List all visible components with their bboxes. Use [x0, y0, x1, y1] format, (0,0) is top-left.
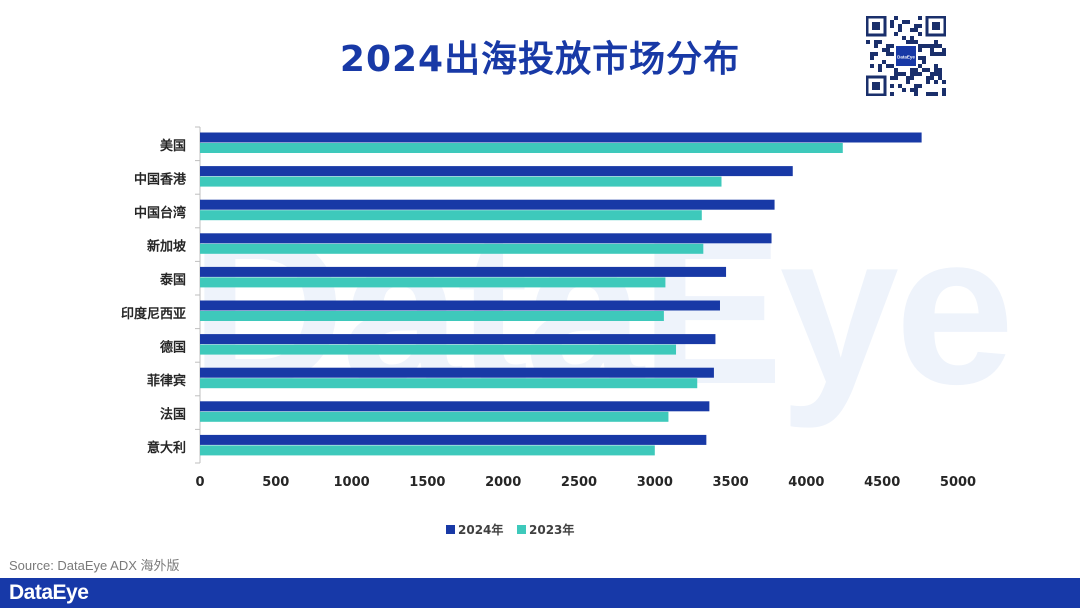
bar-series2 — [200, 411, 669, 422]
bar-series2 — [200, 311, 664, 321]
x-tick-label: 4000 — [788, 475, 824, 490]
bar-series1 — [200, 266, 727, 277]
bar-series2 — [200, 176, 722, 187]
chart-title: 2024出海投放市场分布 — [339, 39, 741, 80]
bar-series2 — [200, 277, 666, 288]
category-label: 法国 — [160, 407, 186, 423]
x-tick-label: 5000 — [940, 475, 976, 490]
x-tick-label: 3000 — [637, 475, 673, 490]
x-tick-label: 4500 — [864, 475, 900, 490]
x-tick-label: 2000 — [485, 475, 521, 490]
category-label: 中国台湾 — [134, 205, 186, 221]
x-tick-label: 500 — [262, 475, 289, 490]
source-note: Source: DataEye ADX 海外版 — [9, 558, 180, 573]
bar-series2 — [200, 378, 698, 389]
x-tick-label: 1500 — [409, 475, 445, 490]
category-label: 意大利 — [147, 440, 186, 456]
x-tick-label: 3500 — [713, 475, 749, 490]
category-label: 菲律宾 — [147, 373, 186, 389]
bar-series1 — [200, 233, 772, 244]
category-label: 德国 — [160, 339, 186, 355]
bar-series1 — [200, 434, 707, 445]
bar-series1 — [200, 199, 775, 210]
bar-series2 — [200, 344, 677, 355]
bar-series2 — [200, 210, 702, 221]
bar-series1 — [200, 367, 714, 378]
bar-series1 — [200, 300, 720, 311]
footer-bar: DataEye — [0, 578, 1080, 608]
bar-series1 — [200, 401, 710, 412]
bar-series2 — [200, 445, 655, 456]
bar-series2 — [200, 143, 843, 153]
legend-label: 2023年 — [529, 522, 574, 537]
x-tick-label: 1000 — [334, 475, 370, 490]
qr-center-label: DataEye — [897, 55, 915, 60]
x-tick-label: 0 — [195, 475, 204, 490]
bar-series1 — [200, 132, 922, 143]
legend-swatch — [446, 525, 455, 534]
category-label: 新加坡 — [147, 239, 187, 255]
qr-code-icon: DataEye — [866, 16, 946, 96]
brand-logo: DataEye — [9, 581, 89, 604]
x-tick-label: 2500 — [561, 475, 597, 490]
bar-series2 — [200, 243, 704, 254]
legend-label: 2024年 — [458, 522, 503, 537]
bar-series1 — [200, 166, 793, 177]
legend-swatch — [517, 525, 526, 534]
category-label: 中国香港 — [134, 171, 187, 187]
category-label: 美国 — [160, 138, 186, 154]
bar-series1 — [200, 334, 716, 345]
category-label: 印度尼西亚 — [121, 306, 186, 322]
category-label: 泰国 — [159, 272, 186, 288]
